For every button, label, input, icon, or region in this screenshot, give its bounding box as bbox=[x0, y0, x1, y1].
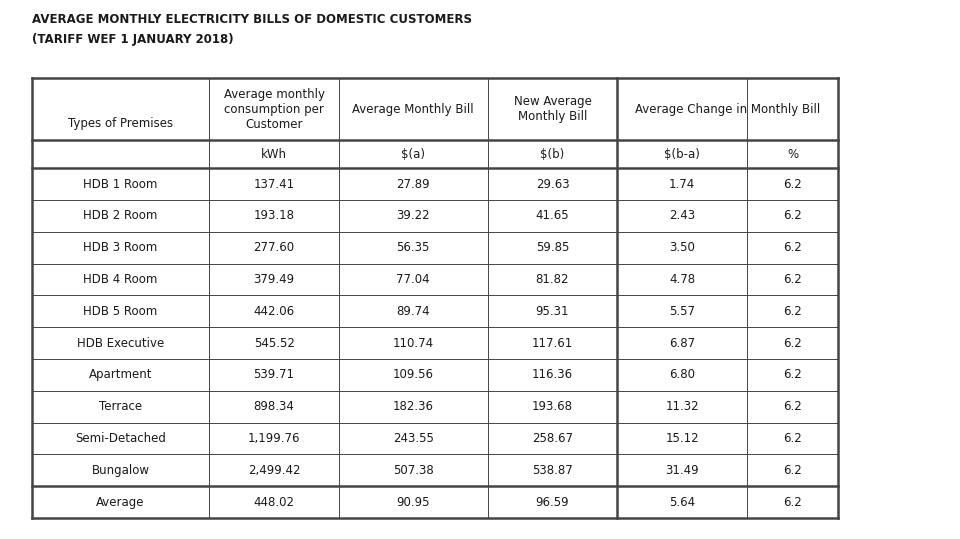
Text: 29.63: 29.63 bbox=[536, 177, 569, 191]
Text: 117.61: 117.61 bbox=[532, 336, 573, 350]
Text: HDB Executive: HDB Executive bbox=[77, 336, 164, 350]
Text: 379.49: 379.49 bbox=[253, 273, 295, 286]
Text: Average: Average bbox=[96, 495, 145, 509]
Text: 5.57: 5.57 bbox=[669, 305, 695, 318]
Text: 898.34: 898.34 bbox=[253, 400, 295, 413]
Text: Semi-Detached: Semi-Detached bbox=[75, 432, 166, 445]
Text: 1.74: 1.74 bbox=[669, 177, 695, 191]
Text: 77.04: 77.04 bbox=[396, 273, 430, 286]
Text: kWh: kWh bbox=[261, 148, 287, 161]
Text: 6.2: 6.2 bbox=[783, 305, 802, 318]
Text: 15.12: 15.12 bbox=[665, 432, 699, 445]
Text: Average monthly
consumption per
Customer: Average monthly consumption per Customer bbox=[224, 88, 324, 130]
Text: 6.2: 6.2 bbox=[783, 464, 802, 477]
Text: 3.50: 3.50 bbox=[669, 241, 695, 254]
Text: 6.80: 6.80 bbox=[669, 368, 695, 382]
Text: 59.85: 59.85 bbox=[536, 241, 569, 254]
Text: Terrace: Terrace bbox=[99, 400, 142, 413]
Text: 116.36: 116.36 bbox=[532, 368, 573, 382]
Text: 6.2: 6.2 bbox=[783, 241, 802, 254]
Text: 90.95: 90.95 bbox=[396, 495, 430, 509]
Text: 448.02: 448.02 bbox=[253, 495, 295, 509]
Text: 545.52: 545.52 bbox=[253, 336, 295, 350]
Text: 6.87: 6.87 bbox=[669, 336, 695, 350]
Text: 193.18: 193.18 bbox=[253, 209, 295, 223]
Text: 109.56: 109.56 bbox=[393, 368, 434, 382]
Text: 4.78: 4.78 bbox=[669, 273, 695, 286]
Text: 2.43: 2.43 bbox=[669, 209, 695, 223]
Text: 41.65: 41.65 bbox=[536, 209, 569, 223]
Text: 6.2: 6.2 bbox=[783, 336, 802, 350]
Text: (TARIFF WEF 1 JANUARY 2018): (TARIFF WEF 1 JANUARY 2018) bbox=[32, 33, 233, 46]
Text: HDB 2 Room: HDB 2 Room bbox=[84, 209, 157, 223]
Text: 6.2: 6.2 bbox=[783, 209, 802, 223]
Text: 6.2: 6.2 bbox=[783, 273, 802, 286]
Text: $(a): $(a) bbox=[401, 148, 425, 161]
Text: 6.2: 6.2 bbox=[783, 400, 802, 413]
Text: 5.64: 5.64 bbox=[669, 495, 695, 509]
Text: 27.89: 27.89 bbox=[396, 177, 430, 191]
Text: 6.2: 6.2 bbox=[783, 177, 802, 191]
Text: Apartment: Apartment bbox=[88, 368, 153, 382]
Text: 110.74: 110.74 bbox=[393, 336, 434, 350]
Text: 2,499.42: 2,499.42 bbox=[248, 464, 300, 477]
Text: HDB 5 Room: HDB 5 Room bbox=[84, 305, 157, 318]
Text: 538.87: 538.87 bbox=[532, 464, 573, 477]
Text: Bungalow: Bungalow bbox=[91, 464, 150, 477]
Text: 6.2: 6.2 bbox=[783, 495, 802, 509]
Text: Average Monthly Bill: Average Monthly Bill bbox=[352, 102, 474, 116]
Text: 11.32: 11.32 bbox=[665, 400, 699, 413]
Text: HDB 3 Room: HDB 3 Room bbox=[84, 241, 157, 254]
Text: HDB 4 Room: HDB 4 Room bbox=[84, 273, 157, 286]
Text: 81.82: 81.82 bbox=[536, 273, 569, 286]
Text: Average Change in Monthly Bill: Average Change in Monthly Bill bbox=[636, 102, 820, 116]
Text: $(b): $(b) bbox=[540, 148, 564, 161]
Text: $(b-a): $(b-a) bbox=[664, 148, 700, 161]
Text: 258.67: 258.67 bbox=[532, 432, 573, 445]
Text: 39.22: 39.22 bbox=[396, 209, 430, 223]
Text: 6.2: 6.2 bbox=[783, 432, 802, 445]
Text: 507.38: 507.38 bbox=[393, 464, 434, 477]
Text: 6.2: 6.2 bbox=[783, 368, 802, 382]
Text: 56.35: 56.35 bbox=[396, 241, 430, 254]
Text: New Average
Monthly Bill: New Average Monthly Bill bbox=[514, 95, 591, 123]
Text: 442.06: 442.06 bbox=[253, 305, 295, 318]
Text: 243.55: 243.55 bbox=[393, 432, 434, 445]
Text: %: % bbox=[787, 148, 798, 161]
Text: 95.31: 95.31 bbox=[536, 305, 569, 318]
Text: 193.68: 193.68 bbox=[532, 400, 573, 413]
Text: 1,199.76: 1,199.76 bbox=[248, 432, 300, 445]
Text: Types of Premises: Types of Premises bbox=[68, 116, 173, 130]
Text: 277.60: 277.60 bbox=[253, 241, 295, 254]
Text: HDB 1 Room: HDB 1 Room bbox=[84, 177, 157, 191]
Text: 137.41: 137.41 bbox=[253, 177, 295, 191]
Text: 31.49: 31.49 bbox=[665, 464, 699, 477]
Text: 539.71: 539.71 bbox=[253, 368, 295, 382]
Text: AVERAGE MONTHLY ELECTRICITY BILLS OF DOMESTIC CUSTOMERS: AVERAGE MONTHLY ELECTRICITY BILLS OF DOM… bbox=[32, 13, 471, 26]
Text: 96.59: 96.59 bbox=[536, 495, 569, 509]
Text: 182.36: 182.36 bbox=[393, 400, 434, 413]
Text: 89.74: 89.74 bbox=[396, 305, 430, 318]
